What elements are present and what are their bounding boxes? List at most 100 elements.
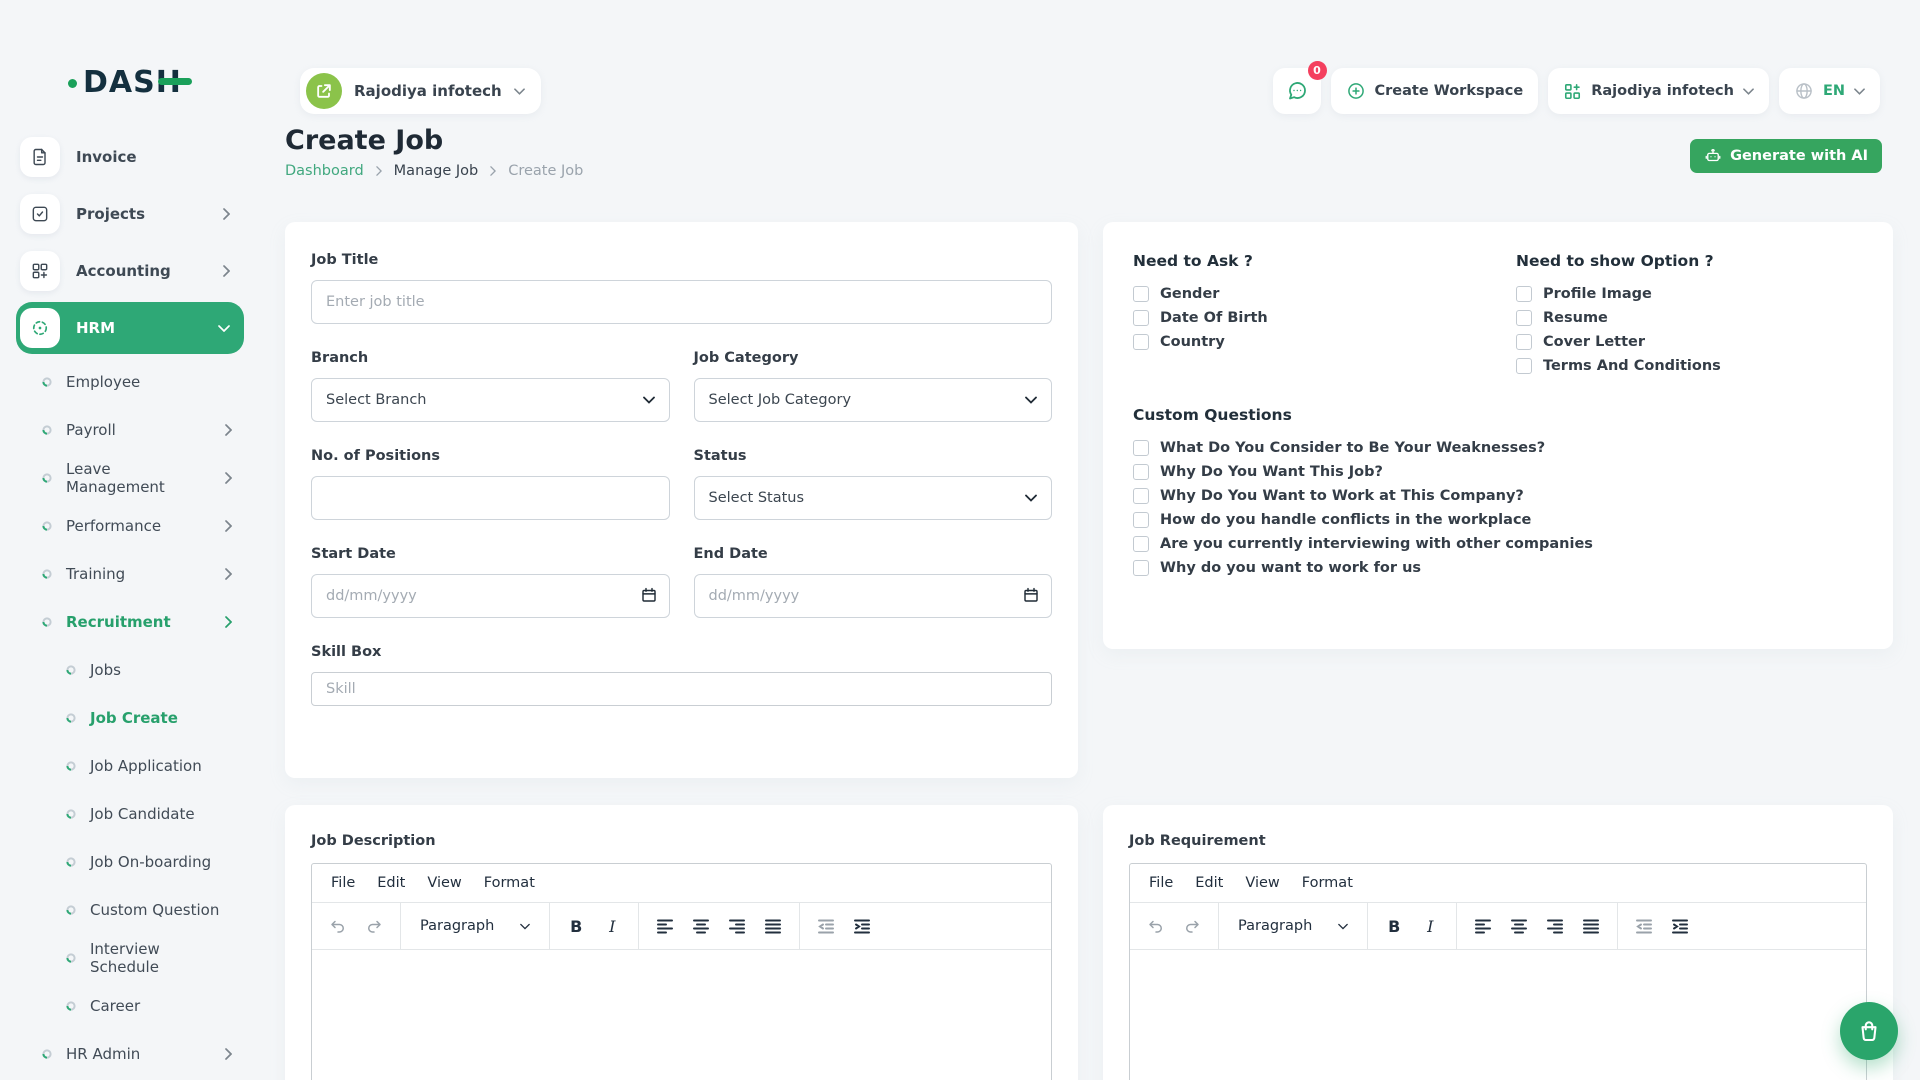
company-menu-button[interactable]: Rajodiya infotech xyxy=(1548,68,1769,114)
outdent-button[interactable] xyxy=(1627,909,1661,943)
sidebar-item-job-create[interactable]: Job Create xyxy=(16,694,258,742)
align-left-button[interactable] xyxy=(1466,909,1500,943)
editor-menu-view[interactable]: View xyxy=(427,875,462,891)
branch-select-value: Select Branch xyxy=(326,392,427,408)
purchase-fab-button[interactable] xyxy=(1840,1002,1898,1060)
messages-button[interactable]: 0 xyxy=(1272,61,1327,114)
calendar-icon[interactable] xyxy=(1022,586,1040,604)
sidebar-item-label: HRM xyxy=(76,319,116,337)
sidebar-item-job-candidate[interactable]: Job Candidate xyxy=(16,790,258,838)
positions-input[interactable] xyxy=(311,476,670,520)
redo-button[interactable] xyxy=(1175,909,1209,943)
breadcrumb-manage-job[interactable]: Manage Job xyxy=(393,163,479,179)
italic-button[interactable]: I xyxy=(595,909,629,943)
undo-button[interactable] xyxy=(1139,909,1173,943)
chevron-right-icon xyxy=(225,472,232,484)
job-title-input[interactable] xyxy=(311,280,1052,324)
options-card: Need to Ask ? Gender Date Of Birth Count… xyxy=(1103,222,1893,649)
editor-menu-edit[interactable]: Edit xyxy=(1195,875,1224,891)
checkbox-resume[interactable]: Resume xyxy=(1516,310,1863,326)
checkbox-terms-and-conditions[interactable]: Terms And Conditions xyxy=(1516,358,1863,374)
sidebar-item-custom-question[interactable]: Custom Question xyxy=(16,886,258,934)
skill-input[interactable] xyxy=(311,672,1052,706)
editor-menu-format[interactable]: Format xyxy=(1301,875,1353,891)
sidebar-item-hr-admin[interactable]: HR Admin xyxy=(16,1030,258,1078)
paragraph-format-dropdown[interactable]: Paragraph xyxy=(1228,909,1358,943)
create-workspace-button[interactable]: Create Workspace xyxy=(1330,68,1539,114)
generate-with-ai-button[interactable]: Generate with AI xyxy=(1690,139,1882,173)
job-category-select[interactable]: Select Job Category xyxy=(693,378,1052,422)
bold-button[interactable]: B xyxy=(1377,909,1411,943)
paragraph-format-dropdown[interactable]: Paragraph xyxy=(410,909,540,943)
editor-menu-edit[interactable]: Edit xyxy=(377,875,406,891)
sidebar-item-interview-schedule[interactable]: Interview Schedule xyxy=(16,934,258,982)
job-category-label: Job Category xyxy=(693,350,799,366)
checkbox-country[interactable]: Country xyxy=(1133,334,1516,350)
status-select[interactable]: Select Status xyxy=(693,476,1052,520)
checkbox-icon xyxy=(1133,560,1149,576)
italic-button[interactable]: I xyxy=(1413,909,1447,943)
sidebar-item-leave-management[interactable]: Leave Management xyxy=(16,454,258,502)
sidebar-item-invoice[interactable]: Invoice xyxy=(16,128,244,185)
checkbox-icon xyxy=(1133,464,1149,480)
bullet-icon xyxy=(42,569,52,579)
job-requirement-content[interactable] xyxy=(1130,950,1866,1080)
branch-select[interactable]: Select Branch xyxy=(311,378,670,422)
checkbox-custom-question-1[interactable]: What Do You Consider to Be Your Weakness… xyxy=(1133,440,1863,456)
undo-button[interactable] xyxy=(321,909,355,943)
job-description-editor[interactable]: File Edit View Format Paragraph B I xyxy=(311,863,1052,1080)
chevron-down-icon xyxy=(1743,87,1754,95)
outdent-button[interactable] xyxy=(809,909,843,943)
checkbox-profile-image[interactable]: Profile Image xyxy=(1516,286,1863,302)
align-justify-button[interactable] xyxy=(756,909,790,943)
indent-button[interactable] xyxy=(845,909,879,943)
start-date-input[interactable] xyxy=(311,574,670,618)
breadcrumb-dashboard[interactable]: Dashboard xyxy=(285,163,364,179)
sidebar-item-accounting[interactable]: Accounting xyxy=(16,242,244,299)
align-right-button[interactable] xyxy=(720,909,754,943)
redo-button[interactable] xyxy=(357,909,391,943)
sidebar-item-career[interactable]: Career xyxy=(16,982,258,1030)
sidebar: DASH Invoice Projects Accounting xyxy=(0,0,258,1080)
sidebar-item-payroll[interactable]: Payroll xyxy=(16,406,258,454)
sidebar-item-recruitment[interactable]: Recruitment xyxy=(16,598,258,646)
checkbox-custom-question-6[interactable]: Why do you want to work for us xyxy=(1133,560,1863,576)
calendar-icon[interactable] xyxy=(640,586,658,604)
sidebar-item-hrm[interactable]: HRM xyxy=(16,302,244,354)
sidebar-item-projects[interactable]: Projects xyxy=(16,185,244,242)
job-description-content[interactable] xyxy=(312,950,1051,1080)
checkbox-custom-question-2[interactable]: Why Do You Want This Job? xyxy=(1133,464,1863,480)
end-date-input[interactable] xyxy=(693,574,1052,618)
workspace-name: Rajodiya infotech xyxy=(354,82,502,100)
align-justify-button[interactable] xyxy=(1574,909,1608,943)
chevron-right-icon xyxy=(225,520,232,532)
language-selector[interactable]: EN xyxy=(1778,68,1880,114)
sidebar-item-jobs[interactable]: Jobs xyxy=(16,646,258,694)
checkbox-custom-question-3[interactable]: Why Do You Want to Work at This Company? xyxy=(1133,488,1863,504)
workspace-selector[interactable]: Rajodiya infotech xyxy=(300,68,541,114)
sidebar-item-training[interactable]: Training xyxy=(16,550,258,598)
sidebar-item-job-application[interactable]: Job Application xyxy=(16,742,258,790)
sidebar-item-performance[interactable]: Performance xyxy=(16,502,258,550)
editor-menu-file[interactable]: File xyxy=(331,875,356,891)
editor-menu-view[interactable]: View xyxy=(1245,875,1280,891)
align-center-button[interactable] xyxy=(1502,909,1536,943)
checkbox-custom-question-5[interactable]: Are you currently interviewing with othe… xyxy=(1133,536,1863,552)
bullet-icon xyxy=(42,521,52,531)
sidebar-item-employee[interactable]: Employee xyxy=(16,358,258,406)
editor-menu-file[interactable]: File xyxy=(1149,875,1174,891)
bold-button[interactable]: B xyxy=(559,909,593,943)
indent-button[interactable] xyxy=(1663,909,1697,943)
align-left-button[interactable] xyxy=(648,909,682,943)
status-label: Status xyxy=(693,448,747,464)
chevron-right-icon xyxy=(223,207,230,220)
checkbox-date-of-birth[interactable]: Date Of Birth xyxy=(1133,310,1516,326)
checkbox-gender[interactable]: Gender xyxy=(1133,286,1516,302)
checkbox-custom-question-4[interactable]: How do you handle conflicts in the workp… xyxy=(1133,512,1863,528)
editor-menu-format[interactable]: Format xyxy=(483,875,535,891)
sidebar-item-job-onboarding[interactable]: Job On-boarding xyxy=(16,838,258,886)
align-right-button[interactable] xyxy=(1538,909,1572,943)
align-center-button[interactable] xyxy=(684,909,718,943)
checkbox-cover-letter[interactable]: Cover Letter xyxy=(1516,334,1863,350)
job-requirement-editor[interactable]: File Edit View Format Paragraph B I xyxy=(1129,863,1867,1080)
